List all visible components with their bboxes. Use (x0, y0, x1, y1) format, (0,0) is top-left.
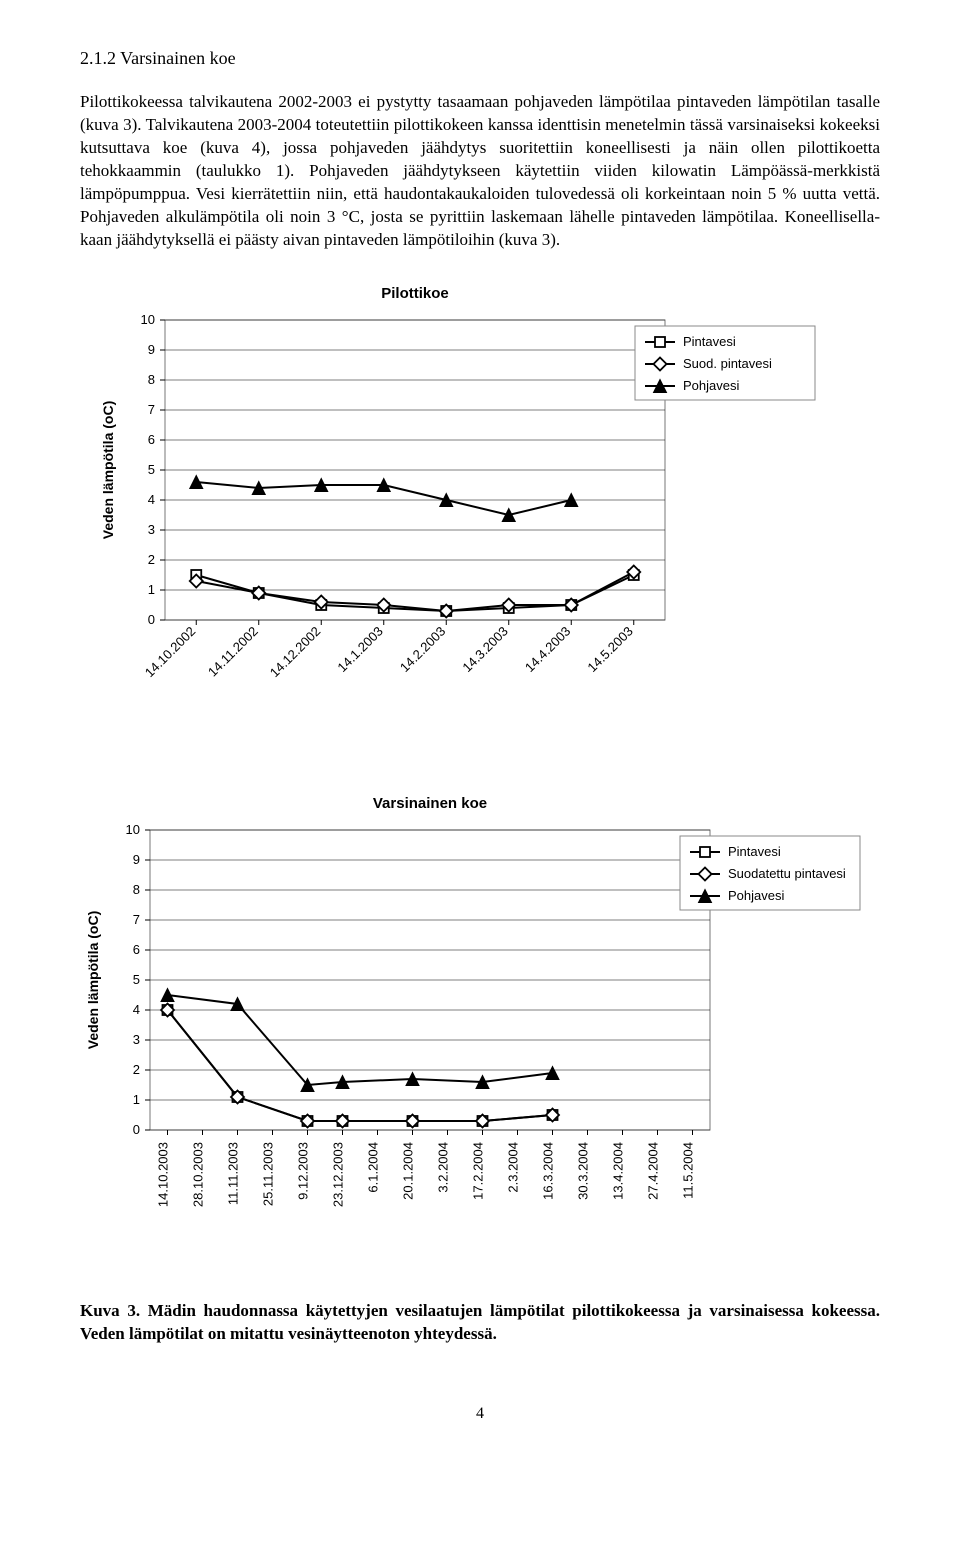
y-tick-label: 10 (126, 822, 140, 837)
y-tick-label: 1 (133, 1092, 140, 1107)
x-tick-label: 3.2.2004 (436, 1142, 451, 1193)
y-tick-label: 8 (148, 372, 155, 387)
chart-varsinainen-koe: Varsinainen koe Veden lämpötila (oC) 0 1 2 3 4… (80, 790, 880, 1230)
x-tick-label: 20.1.2004 (401, 1142, 416, 1200)
legend-label: Pintavesi (683, 334, 736, 349)
x-tick-label: 13.4.2004 (611, 1142, 626, 1200)
y-tick-label: 0 (133, 1122, 140, 1137)
y-tick-label: 5 (133, 972, 140, 987)
legend-label: Suodatettu pintavesi (728, 866, 846, 881)
y-tick-label: 10 (141, 312, 155, 327)
page-number: 4 (80, 1405, 880, 1423)
x-tick-label: 14.5.2003 (584, 623, 636, 675)
x-tick-label: 11.11.2003 (226, 1142, 241, 1205)
y-tick-label: 4 (148, 492, 155, 507)
y-tick-label: 7 (148, 402, 155, 417)
x-tick-label: 16.3.2004 (541, 1142, 556, 1200)
chart-title: Varsinainen koe (373, 795, 487, 812)
y-tick-label: 0 (148, 612, 155, 627)
legend-label: Pohjavesi (728, 888, 784, 903)
x-tick-label: 14.1.2003 (334, 623, 386, 675)
legend-label: Pintavesi (728, 844, 781, 859)
x-tick-label: 28.10.2003 (191, 1142, 206, 1207)
x-tick-label: 14.12.2002 (267, 623, 324, 680)
legend-label: Pohjavesi (683, 378, 739, 393)
x-tick-label: 14.3.2003 (459, 623, 511, 675)
x-tick-label: 14.10.2002 (142, 623, 199, 680)
y-tick-label: 9 (133, 852, 140, 867)
x-tick-label: 17.2.2004 (471, 1142, 486, 1200)
x-tick-label: 14.4.2003 (522, 623, 574, 675)
y-tick-label: 3 (148, 522, 155, 537)
y-axis-label: Veden lämpötila (oC) (85, 910, 101, 1048)
y-tick-label: 6 (148, 432, 155, 447)
y-tick-label: 1 (148, 582, 155, 597)
x-tick-label: 14.11.2002 (205, 623, 261, 679)
x-tick-label: 6.1.2004 (366, 1142, 381, 1193)
y-tick-label: 8 (133, 882, 140, 897)
y-tick-label: 4 (133, 1002, 140, 1017)
y-tick-label: 2 (133, 1062, 140, 1077)
y-tick-label: 5 (148, 462, 155, 477)
x-tick-label: 2.3.2004 (506, 1142, 521, 1193)
chart-pilottikoe: Pilottikoe Veden lämpötila (oC) 0 1 2 3 4 5 6 7 8 9… (80, 280, 880, 720)
figure-caption: Kuva 3. Mädin haudonnassa käytettyjen ve… (80, 1300, 880, 1346)
x-tick-label: 9.12.2003 (296, 1142, 311, 1200)
section-heading: 2.1.2 Varsinainen koe (80, 48, 880, 69)
x-tick-label: 14.2.2003 (397, 623, 449, 675)
y-axis-label: Veden lämpötila (oC) (100, 400, 116, 538)
y-tick-label: 2 (148, 552, 155, 567)
y-tick-label: 7 (133, 912, 140, 927)
x-tick-label: 23.12.2003 (331, 1142, 346, 1207)
x-tick-label: 14.10.2003 (156, 1142, 171, 1207)
legend-label: Suod. pintavesi (683, 356, 772, 371)
x-tick-label: 27.4.2004 (646, 1142, 661, 1200)
y-tick-label: 9 (148, 342, 155, 357)
body-paragraph: Pilottikokeessa talvikautena 2002-2003 e… (80, 91, 880, 252)
y-tick-label: 6 (133, 942, 140, 957)
y-tick-label: 3 (133, 1032, 140, 1047)
x-tick-label: 25.11.2003 (261, 1142, 276, 1206)
chart-title: Pilottikoe (381, 285, 449, 302)
x-tick-label: 11.5.2004 (681, 1142, 696, 1199)
x-tick-label: 30.3.2004 (576, 1142, 591, 1200)
